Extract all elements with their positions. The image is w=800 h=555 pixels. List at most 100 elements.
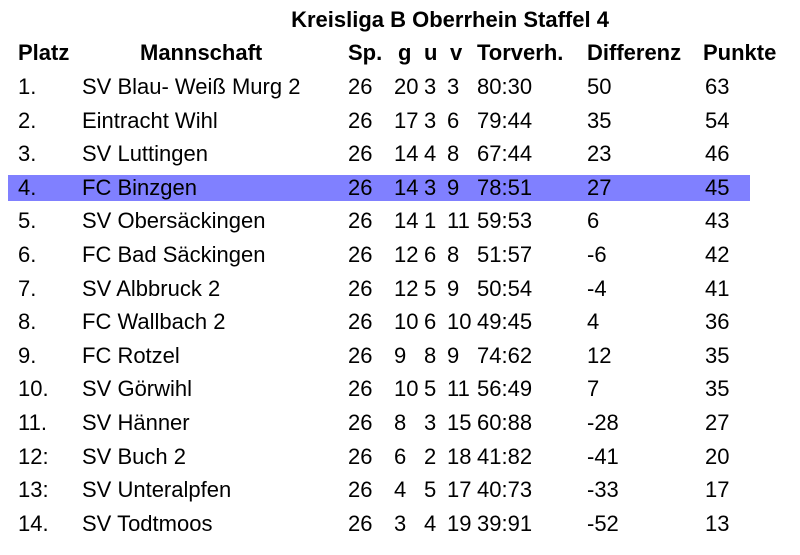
cell-torverh: 56:49 — [477, 376, 533, 402]
cell-v: 8 — [447, 242, 460, 267]
cell-mannschaft: SV Luttingen — [82, 141, 208, 167]
cell-differenz: -6 — [587, 242, 607, 267]
cell-platz: 3. — [18, 141, 37, 167]
cell-g: 12 — [394, 275, 419, 301]
cell-punkte: 41 — [705, 275, 730, 301]
cell-torverh: 51:57 — [477, 242, 533, 267]
cell-punkte: 17 — [705, 477, 730, 503]
cell-v: 10 — [447, 309, 472, 335]
cell-v: 17 — [447, 477, 472, 503]
cell-differenz: -52 — [587, 510, 619, 536]
cell-torverh: 67:44 — [477, 141, 533, 167]
cell-u: 3 — [424, 74, 437, 99]
cell-v: 18 — [447, 443, 472, 469]
cell-differenz: -28 — [587, 410, 619, 435]
cell-u: 6 — [424, 242, 437, 267]
cell-g: 9 — [394, 342, 407, 368]
cell-sp: 26 — [348, 275, 373, 301]
cell-g: 10 — [394, 309, 419, 335]
header-u: u — [424, 40, 438, 65]
cell-v: 9 — [447, 174, 460, 200]
header-differenz: Differenz — [587, 40, 682, 65]
cell-v: 9 — [447, 342, 460, 368]
table-row: 4. FC Binzgen 26 14 3 9 78:51 27 45 — [0, 171, 800, 205]
cell-u: 2 — [424, 443, 437, 469]
cell-v: 15 — [447, 410, 472, 435]
table-row: 6. FC Bad Säckingen 26 12 6 8 51:57 -6 42 — [0, 238, 800, 272]
cell-g: 14 — [394, 141, 419, 167]
cell-mannschaft: SV Obersäckingen — [82, 208, 266, 234]
table-row: 5. SV Obersäckingen 26 14 1 11 59:53 6 43 — [0, 204, 800, 238]
cell-punkte: 54 — [705, 107, 730, 133]
cell-u: 8 — [424, 342, 437, 368]
cell-torverh: 40:73 — [477, 477, 533, 503]
cell-g: 14 — [394, 208, 419, 234]
cell-u: 6 — [424, 309, 437, 335]
cell-sp: 26 — [348, 410, 373, 435]
cell-platz: 12: — [18, 443, 49, 469]
cell-sp: 26 — [348, 174, 373, 200]
cell-g: 20 — [394, 74, 419, 99]
cell-platz: 5. — [18, 208, 37, 234]
cell-g: 8 — [394, 410, 407, 435]
cell-g: 3 — [394, 510, 407, 536]
cell-g: 4 — [394, 477, 407, 503]
table-row: 8. FC Wallbach 2 26 10 6 10 49:45 4 36 — [0, 305, 800, 339]
cell-differenz: 35 — [587, 107, 612, 133]
cell-platz: 10. — [18, 376, 49, 402]
cell-mannschaft: SV Albbruck 2 — [82, 275, 221, 301]
cell-u: 3 — [424, 174, 437, 200]
cell-sp: 26 — [348, 242, 373, 267]
cell-platz: 2. — [18, 107, 37, 133]
cell-punkte: 45 — [705, 174, 730, 200]
table-row: 3. SV Luttingen 26 14 4 8 67:44 23 46 — [0, 137, 800, 171]
table-header-row: Platz Mannschaft Sp. g u v Torverh. Diff… — [0, 36, 800, 70]
cell-platz: 1. — [18, 74, 37, 99]
cell-differenz: 50 — [587, 74, 612, 99]
cell-v: 11 — [447, 376, 470, 402]
table-row: 10. SV Görwihl 26 10 5 11 56:49 7 35 — [0, 372, 800, 406]
cell-torverh: 79:44 — [477, 107, 533, 133]
header-g: g — [398, 40, 412, 65]
cell-v: 9 — [447, 275, 460, 301]
cell-torverh: 80:30 — [477, 74, 533, 99]
cell-punkte: 35 — [705, 342, 730, 368]
cell-differenz: 4 — [587, 309, 600, 335]
cell-sp: 26 — [348, 208, 373, 234]
cell-differenz: -33 — [587, 477, 619, 503]
cell-mannschaft: SV Görwihl — [82, 376, 193, 402]
cell-differenz: 23 — [587, 141, 612, 167]
cell-sp: 26 — [348, 309, 373, 335]
cell-torverh: 78:51 — [477, 174, 533, 200]
cell-sp: 26 — [348, 443, 373, 469]
cell-punkte: 42 — [705, 242, 730, 267]
table-row: 11. SV Hänner 26 8 3 15 60:88 -28 27 — [0, 406, 800, 440]
cell-differenz: 6 — [587, 208, 600, 234]
cell-platz: 9. — [18, 342, 37, 368]
cell-platz: 8. — [18, 309, 37, 335]
cell-sp: 26 — [348, 74, 373, 99]
cell-differenz: 27 — [587, 174, 612, 200]
cell-platz: 4. — [18, 174, 37, 200]
cell-platz: 14. — [18, 510, 49, 536]
cell-u: 5 — [424, 376, 437, 402]
cell-differenz: -41 — [587, 443, 619, 469]
cell-v: 19 — [447, 510, 472, 536]
cell-differenz: -4 — [587, 275, 607, 301]
cell-u: 5 — [424, 275, 437, 301]
cell-punkte: 43 — [705, 208, 730, 234]
cell-sp: 26 — [348, 141, 373, 167]
cell-punkte: 20 — [705, 443, 730, 469]
cell-mannschaft: FC Rotzel — [82, 342, 180, 368]
cell-sp: 26 — [348, 342, 373, 368]
cell-mannschaft: Eintracht Wihl — [82, 107, 218, 133]
cell-g: 17 — [394, 107, 419, 133]
cell-mannschaft: SV Todtmoos — [82, 510, 213, 536]
cell-torverh: 59:53 — [477, 208, 533, 234]
header-sp: Sp. — [348, 40, 383, 65]
cell-v: 3 — [447, 74, 460, 99]
table-row: 7. SV Albbruck 2 26 12 5 9 50:54 -4 41 — [0, 272, 800, 306]
cell-punkte: 13 — [705, 510, 730, 536]
header-v: v — [450, 40, 463, 65]
header-platz: Platz — [18, 40, 70, 65]
